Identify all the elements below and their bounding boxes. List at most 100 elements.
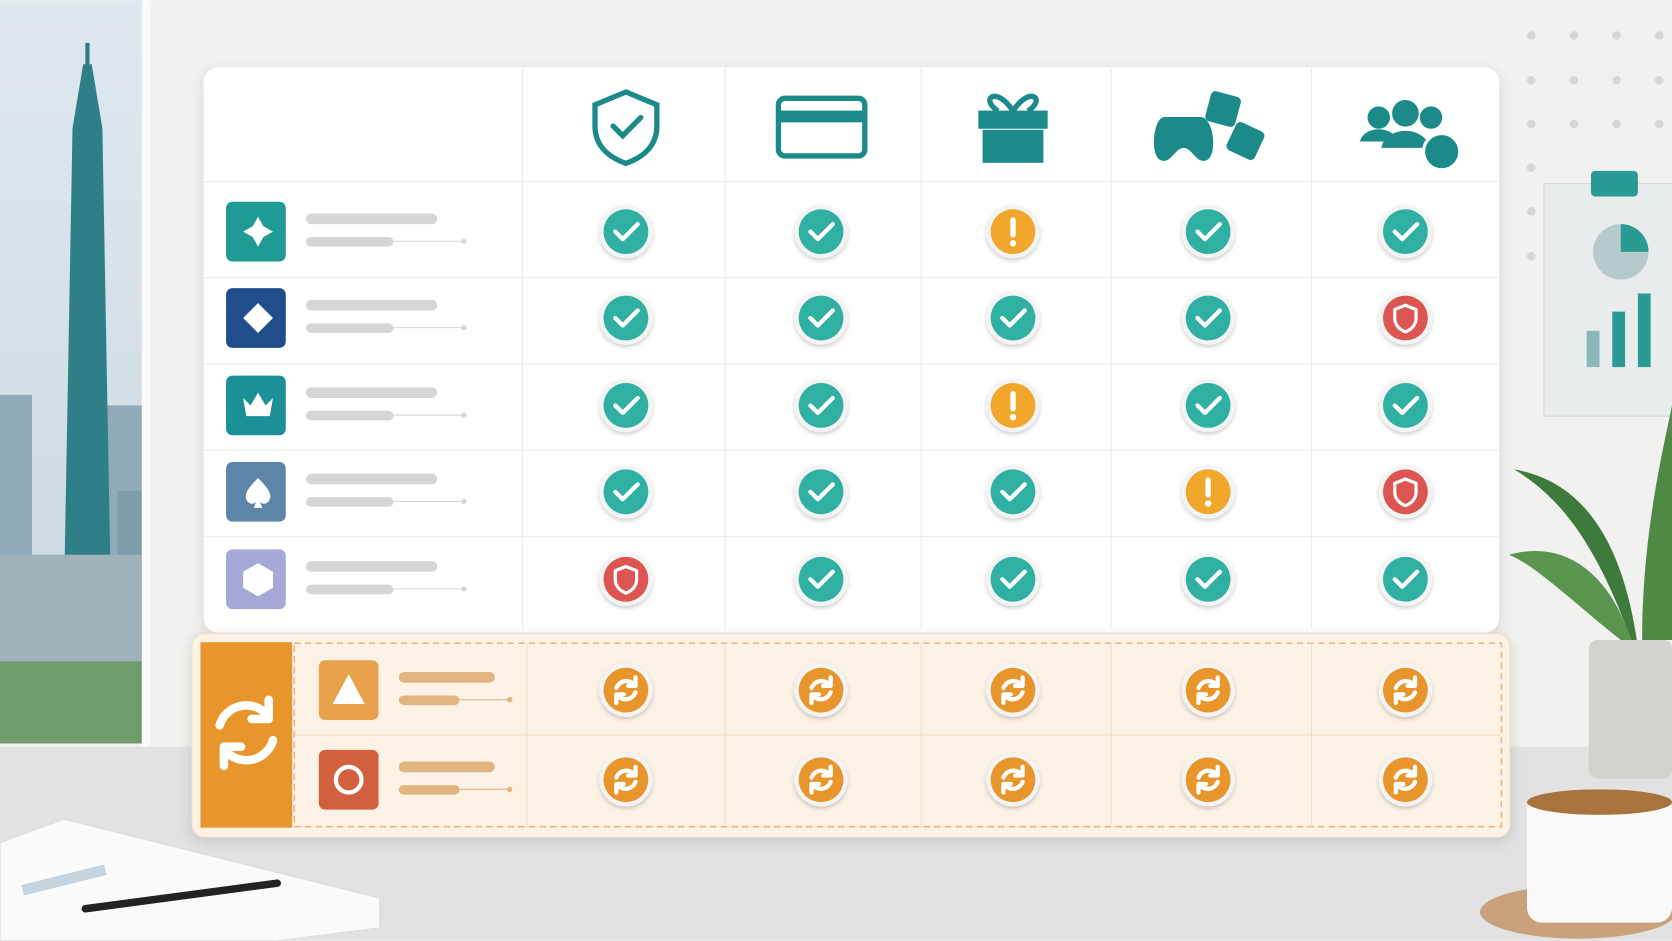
pending-side-bar xyxy=(200,642,293,828)
row-label-placeholder xyxy=(306,473,438,485)
status-badge xyxy=(794,204,848,259)
ring-glyph xyxy=(333,764,364,795)
status-badge-fill xyxy=(798,383,844,428)
status-badge-fill xyxy=(1383,667,1428,713)
gift-icon-lid xyxy=(978,110,1048,129)
shield-glyph xyxy=(1393,477,1418,508)
status-badge xyxy=(986,552,1040,606)
people-icon xyxy=(1392,99,1419,127)
shield-icon xyxy=(592,89,660,167)
status-badge-fill xyxy=(798,209,844,255)
header-icons xyxy=(592,89,1462,172)
pen xyxy=(81,879,281,913)
status-badge-fill xyxy=(990,757,1036,803)
status-badge xyxy=(599,204,653,259)
status-badge-fill xyxy=(990,469,1036,515)
window-frame xyxy=(141,0,151,747)
status-badge xyxy=(794,291,848,345)
row-label-placeholder xyxy=(306,213,438,225)
check-glyph xyxy=(1000,308,1027,328)
check-glyph xyxy=(613,308,640,328)
row-slider-dot xyxy=(461,498,467,505)
row-sublabel-placeholder xyxy=(398,695,460,706)
table-row xyxy=(226,288,1433,348)
shield-glyph xyxy=(613,564,639,595)
refresh-glyph xyxy=(1196,764,1220,795)
status-badge-fill xyxy=(990,667,1036,713)
status-badge xyxy=(599,465,653,519)
table-grid xyxy=(203,67,1500,630)
status-badge xyxy=(794,552,848,606)
card-icon-stripe xyxy=(777,110,866,123)
row-icon-glyph xyxy=(243,392,273,417)
status-badge-fill xyxy=(1185,757,1231,803)
check-glyph xyxy=(1195,308,1223,328)
refresh-glyph xyxy=(1001,764,1025,795)
status-badge xyxy=(1378,378,1433,433)
refresh-glyph xyxy=(1393,675,1418,706)
row-sublabel-placeholder xyxy=(306,497,394,507)
row-slider-dot xyxy=(461,238,467,244)
status-badge xyxy=(1181,552,1235,606)
check-glyph xyxy=(808,395,835,416)
gift-icon-box xyxy=(982,129,1044,163)
people-icon xyxy=(1419,106,1443,129)
table-row xyxy=(226,549,1433,610)
row-sublabel-placeholder xyxy=(398,785,460,795)
status-badge xyxy=(986,204,1040,259)
gamepad-icon xyxy=(1153,117,1214,161)
dice-icon xyxy=(1226,122,1265,160)
check-glyph xyxy=(613,482,640,502)
table-row xyxy=(226,461,1433,522)
status-badge-fill xyxy=(1185,295,1231,341)
status-badge-fill xyxy=(798,757,844,803)
row-label-placeholder xyxy=(306,387,438,398)
status-badge-fill xyxy=(1185,556,1231,602)
row-sublabel-placeholder xyxy=(306,323,394,333)
status-badge-fill xyxy=(798,469,844,515)
check-glyph xyxy=(1392,222,1420,242)
status-badge xyxy=(794,465,848,519)
notebook xyxy=(0,818,381,941)
status-badge xyxy=(986,291,1040,345)
status-badge xyxy=(794,378,848,433)
row-slider-dot xyxy=(461,586,467,592)
check-glyph xyxy=(808,482,835,502)
plant xyxy=(1508,405,1672,779)
status-badge-fill xyxy=(1383,295,1428,341)
refresh-glyph xyxy=(1393,764,1418,795)
status-badge xyxy=(1181,465,1235,519)
status-badge-fill xyxy=(1383,383,1428,428)
table-row xyxy=(226,201,1433,262)
status-badge xyxy=(1181,204,1235,259)
status-badge-fill xyxy=(1185,383,1231,428)
check-glyph xyxy=(808,222,835,242)
dot-pattern xyxy=(1526,31,1664,261)
status-badge xyxy=(1378,552,1433,606)
check-glyph xyxy=(1000,569,1027,589)
check-glyph xyxy=(808,308,835,328)
status-badge xyxy=(794,753,848,807)
status-badge-fill xyxy=(1185,667,1231,713)
row-label-placeholder xyxy=(398,672,495,683)
status-badge-fill xyxy=(1185,209,1231,255)
status-badge xyxy=(1378,465,1433,519)
status-badge-fill xyxy=(1383,209,1428,255)
check-glyph xyxy=(1195,395,1223,416)
check-glyph xyxy=(613,395,640,416)
alert-glyph-dot xyxy=(1204,500,1212,507)
check-glyph xyxy=(1000,482,1027,502)
pending-panel xyxy=(191,633,1511,838)
status-badge-fill xyxy=(603,757,649,803)
status-badge xyxy=(1378,291,1433,345)
refresh-glyph xyxy=(1196,675,1220,706)
status-badge-fill xyxy=(990,295,1036,341)
alert-glyph-dot xyxy=(1009,240,1017,247)
pending-refresh-icon xyxy=(215,695,278,771)
shield-icon-check xyxy=(610,114,644,140)
status-badge-fill xyxy=(798,295,844,341)
status-badge xyxy=(1181,663,1235,717)
people-icon-badge xyxy=(1421,131,1462,172)
